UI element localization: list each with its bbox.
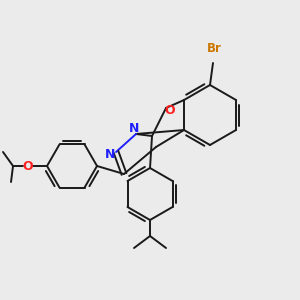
Text: N: N (105, 148, 115, 161)
Text: Br: Br (207, 42, 221, 55)
Text: O: O (165, 103, 175, 116)
Text: O: O (23, 160, 33, 172)
Text: N: N (129, 122, 139, 136)
